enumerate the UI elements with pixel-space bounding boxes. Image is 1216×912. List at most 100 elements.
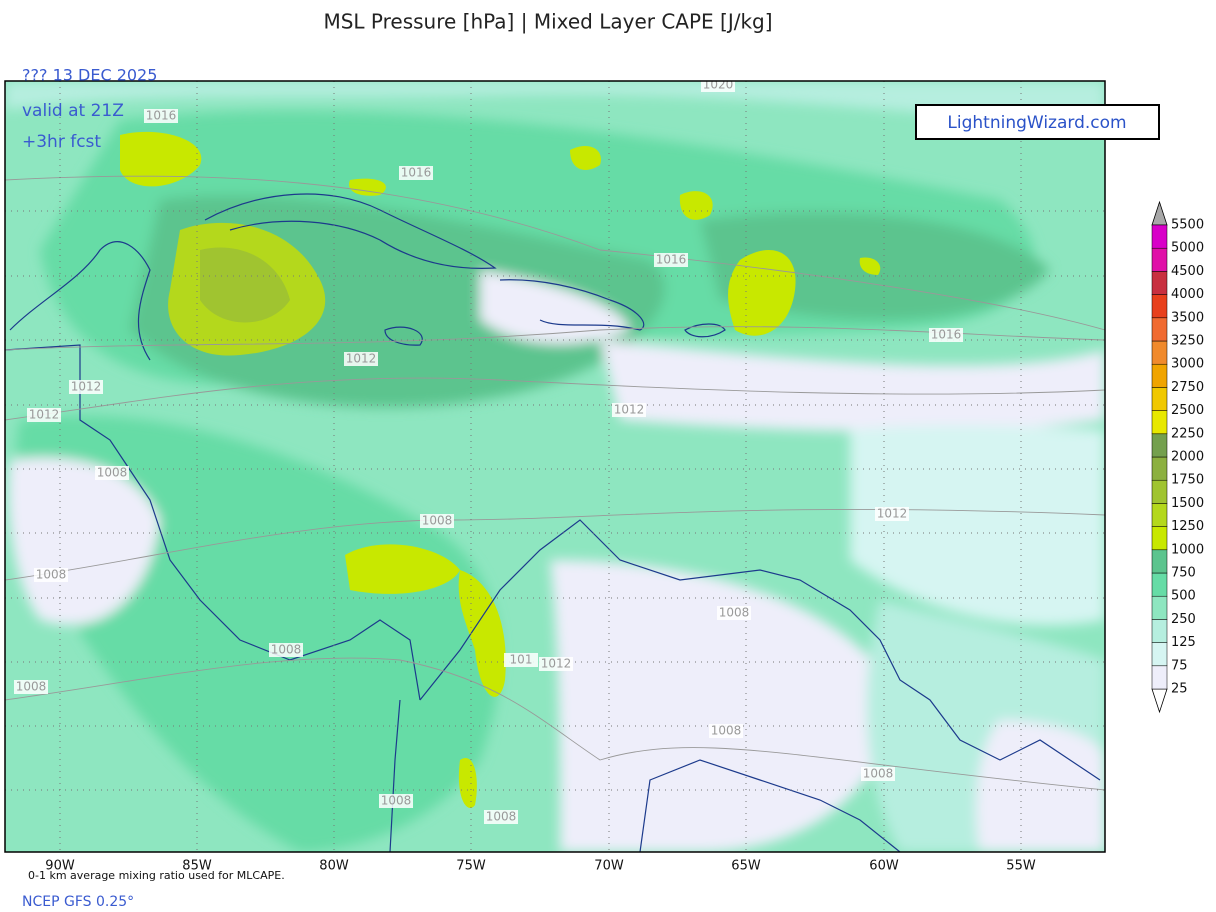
colorbar-box [1151,410,1168,435]
colorbar-label: 750 [1171,566,1196,581]
isobar-label-bg [399,166,433,180]
colorbar-label: 1500 [1171,496,1204,511]
colorbar-box [1151,503,1168,527]
colorbar-label: 3500 [1171,310,1204,325]
colorbar-label: 500 [1171,589,1196,604]
colorbar-label: 75 [1171,658,1188,673]
isobar-label-bg [69,380,103,394]
title: MSL Pressure [hPa] | Mixed Layer CAPE [J… [323,10,772,34]
colorbar: 25 75 125 250 500 750 1000 1250 1500 1750 2000 2250… [1151,200,1204,714]
isobar-label: 1008 [36,568,67,582]
colorbar-label: 1000 [1171,542,1204,557]
colorbar-label: 5000 [1171,241,1204,256]
isobar-label: 1012 [71,380,102,394]
map-field: 1020 1016 1016 1016 1016 1012 1012 1012 1012 1012… [5,78,1105,852]
colorbar-box [1151,340,1168,365]
coastlines [5,193,1101,852]
colorbar-label: 4000 [1171,287,1204,302]
colorbar-label: 2250 [1171,426,1204,441]
isobar-label-bg [612,403,646,417]
isobar-label: 1008 [863,767,894,781]
colorbar-box [1151,387,1168,411]
isobar-label: 1008 [719,606,750,620]
isobar-label-bg [701,81,735,92]
isobar-labels: 1020 1016 1016 1016 1016 1012 1012 1012 1012 1012… [14,78,963,824]
isobar-label-bg [379,794,413,808]
colorbar-box [1151,363,1168,388]
high-cape-areas [120,131,881,808]
isobar-label-bg [654,253,688,267]
isobar-label: 1016 [931,328,962,342]
colorbar-box [1151,572,1168,597]
colorbar-label: 3000 [1171,357,1204,372]
isobar-label-bg [861,767,895,781]
colorbar-box [1151,433,1168,458]
isobar-label-bg [484,810,518,824]
longitude-label: 60W [869,859,899,874]
isobar-label: 1008 [486,810,517,824]
isobar-label-bg [420,514,454,528]
isobar-label: 1016 [656,253,687,267]
colorbar-box [1151,479,1168,504]
colorbar-box [1151,619,1168,643]
colorbar-box [1151,224,1168,249]
isobar-label: 1012 [29,408,60,422]
graticule [5,81,1105,852]
isobar-label: 1016 [146,109,177,123]
isobar-label: 1008 [271,643,302,657]
isobar-label: 1008 [16,680,47,694]
longitude-label: 70W [594,859,624,874]
longitude-label: 80W [319,859,349,874]
isobar-label: 1008 [381,794,412,808]
map-frame [4,80,1106,853]
colorbar-box [1151,247,1168,272]
run-date: ??? 13 DEC 2025 [22,66,157,85]
isobar-label-bg [34,568,68,582]
forecast-hour: +3hr fcst [22,132,101,152]
longitude-label: 55W [1006,859,1036,874]
isobar-label-bg [539,657,573,671]
colorbar-box [1151,549,1168,574]
colorbar-box [1151,271,1168,295]
isobar-label: 101 [510,653,533,667]
colorbar-label: 2000 [1171,450,1204,465]
isobar-label-bg [875,507,909,521]
isobar-label: 1020 [703,78,734,92]
colorbar-label: 125 [1171,635,1196,650]
colorbar-under [1151,688,1168,714]
branding: LightningWizard.com [947,113,1126,133]
isobar-label-bg [95,466,129,480]
isobar-label-bg [344,352,378,366]
longitude-label: 65W [731,859,761,874]
valid-time: valid at 21Z [22,101,124,121]
isobar-label-bg [14,680,48,694]
isobar-label-bg [27,408,61,422]
isobar-label-bg [144,109,178,123]
isobar-label: 1016 [401,166,432,180]
colorbar-label: 2500 [1171,403,1204,418]
isobar-label: 1012 [541,657,572,671]
colorbar-label: 1750 [1171,473,1204,488]
method-note: 0-1 km average mixing ratio used for MLC… [28,869,285,882]
longitude-label: 90W [45,859,75,874]
isobar-label: 1008 [97,466,128,480]
colorbar-box [1151,456,1168,481]
colorbar-over [1151,200,1168,226]
isobar-label: 1008 [711,724,742,738]
isobar-label-bg [717,606,751,620]
isobar-label: 1012 [346,352,377,366]
longitude-label: 85W [182,859,212,874]
isobar-label: 1008 [422,514,453,528]
colorbar-box [1151,526,1168,551]
isobar-label: 1012 [877,507,908,521]
colorbar-label: 5500 [1171,218,1204,233]
isobar-label-bg [709,724,743,738]
colorbar-label: 25 [1171,682,1188,697]
branding-box [915,104,1160,140]
colorbar-box [1151,665,1168,690]
colorbar-label: 3250 [1171,334,1204,349]
colorbar-box [1151,317,1168,342]
longitude-label: 75W [456,859,486,874]
isobar-label: 1012 [614,403,645,417]
